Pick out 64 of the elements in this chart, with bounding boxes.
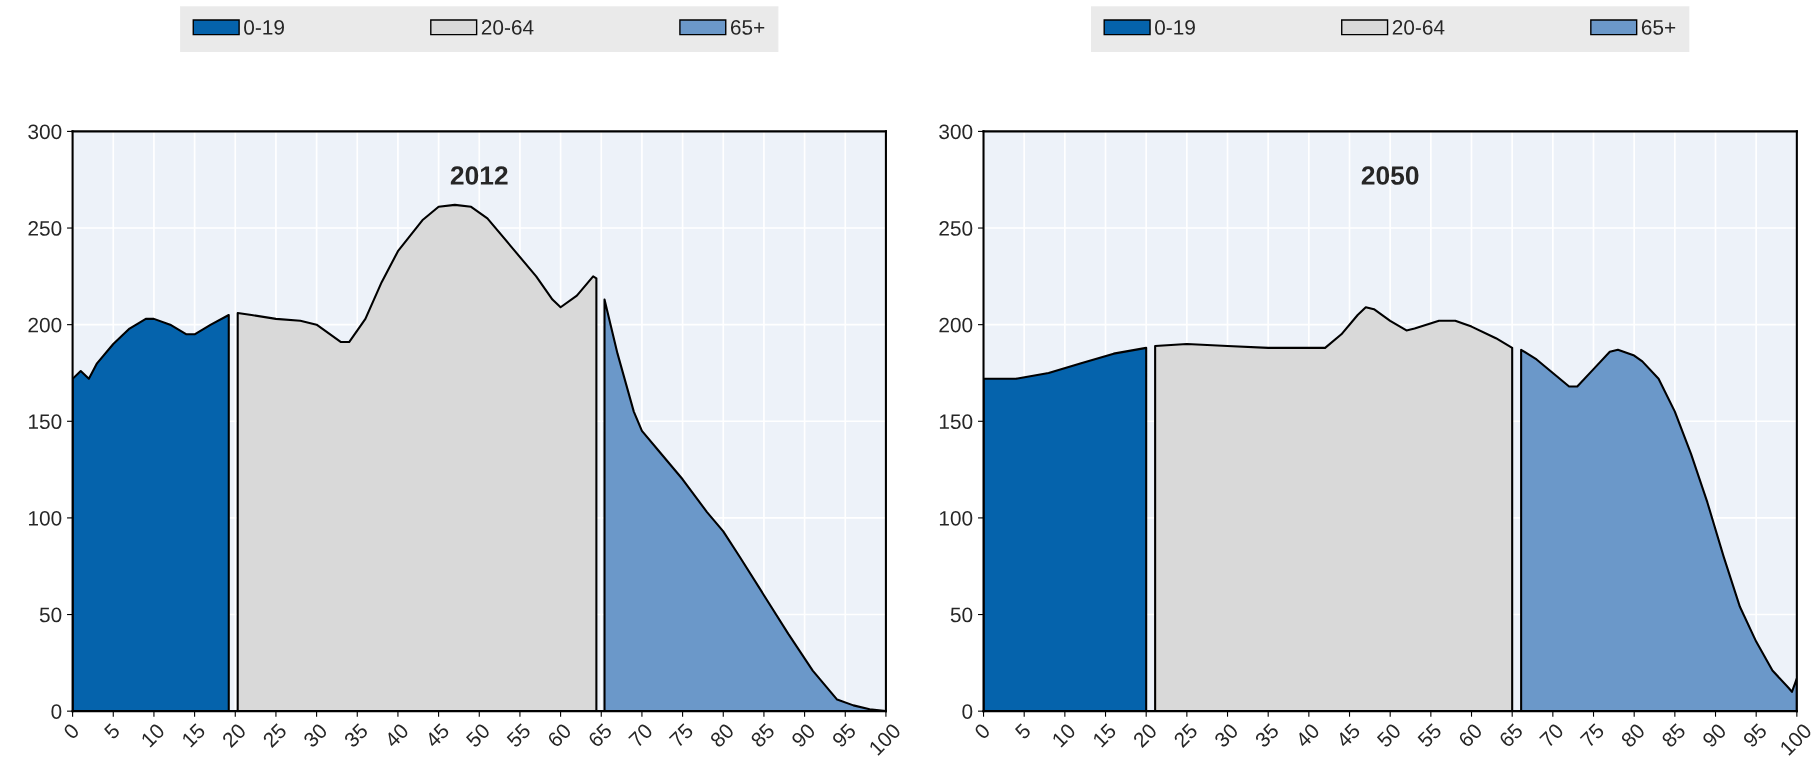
x-tick-label: 85 <box>1660 722 1687 749</box>
y-tick-label: 100 <box>939 510 973 526</box>
x-tick-label: 75 <box>668 722 695 749</box>
x-tick-label: 15 <box>181 722 207 748</box>
x-tick-label: 50 <box>465 722 491 749</box>
x-tick-label: 45 <box>1335 722 1362 749</box>
x-tick-label: 5 <box>103 722 121 740</box>
legend-label: 0-19 <box>244 20 284 35</box>
x-tick-label: 65 <box>587 722 613 749</box>
x-tick-label: 40 <box>1294 722 1321 749</box>
x-tick-label: 85 <box>749 722 776 749</box>
y-tick-label: 150 <box>29 414 62 430</box>
legend-label: 20-64 <box>1392 20 1445 35</box>
x-tick-label: 70 <box>1538 722 1565 749</box>
x-tick-label: 70 <box>628 722 654 749</box>
x-tick-label: 0 <box>62 722 81 741</box>
x-tick-label: 90 <box>1701 722 1728 749</box>
x-tick-label: 30 <box>1213 722 1240 749</box>
x-tick-label: 10 <box>140 722 166 748</box>
x-tick-label: 100 <box>1779 722 1813 756</box>
x-tick-label: 80 <box>709 722 735 749</box>
y-tick-label: 0 <box>51 704 62 719</box>
x-tick-label: 90 <box>790 722 817 749</box>
x-tick-label: 20 <box>221 722 247 749</box>
x-tick-label: 10 <box>1051 722 1077 748</box>
x-tick-label: 25 <box>1172 722 1199 749</box>
legend-label: 20-64 <box>481 20 534 35</box>
x-tick-label: 95 <box>1742 722 1768 749</box>
x-tick-label: 25 <box>262 722 288 749</box>
y-tick-label: 0 <box>962 704 973 719</box>
y-tick-label: 300 <box>28 124 62 140</box>
x-tick-label: 55 <box>1416 722 1443 749</box>
y-tick-label: 300 <box>939 124 973 140</box>
text: 2012 <box>450 166 508 185</box>
y-tick-label: 200 <box>939 317 973 333</box>
y-tick-label: 250 <box>939 221 973 236</box>
legend-label: 65+ <box>1641 20 1676 35</box>
x-tick-label: 80 <box>1620 722 1646 749</box>
y-tick-label: 100 <box>29 510 62 526</box>
x-tick-label: 0 <box>973 722 991 741</box>
y-tick-label: 200 <box>28 317 62 333</box>
x-tick-label: 75 <box>1579 722 1606 749</box>
x-tick-label: 95 <box>831 722 857 749</box>
x-tick-label: 30 <box>302 722 329 749</box>
x-tick-label: 60 <box>1457 722 1484 749</box>
y-tick-label: 150 <box>939 414 973 430</box>
text: 2050 <box>1361 166 1419 185</box>
x-tick-label: 100 <box>868 722 902 756</box>
x-tick-label: 35 <box>343 722 369 749</box>
y-tick-label: 250 <box>28 221 62 236</box>
x-tick-label: 45 <box>424 722 451 749</box>
x-tick-label: 55 <box>506 722 532 749</box>
x-tick-label: 40 <box>383 722 410 749</box>
y-tick-label: 50 <box>950 607 973 623</box>
x-tick-label: 20 <box>1132 722 1158 749</box>
legend-label: 65+ <box>730 20 765 35</box>
x-tick-label: 65 <box>1498 722 1524 749</box>
x-tick-label: 15 <box>1092 722 1118 748</box>
legend-label: 0-19 <box>1155 20 1195 35</box>
y-tick-label: 50 <box>39 607 62 623</box>
x-tick-label: 50 <box>1376 722 1402 749</box>
x-tick-label: 5 <box>1014 722 1032 740</box>
x-tick-label: 60 <box>546 722 573 749</box>
x-tick-label: 35 <box>1254 722 1280 749</box>
